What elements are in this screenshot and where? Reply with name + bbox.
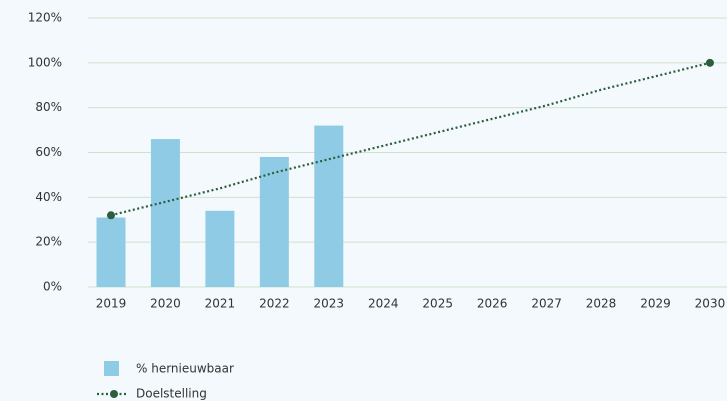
x-tick-label: 2021: [205, 297, 236, 311]
x-tick-label: 2026: [477, 297, 508, 311]
y-tick-label: 60%: [35, 145, 62, 159]
legend-label: % hernieuwbaar: [136, 362, 234, 376]
y-tick-label: 80%: [35, 100, 62, 114]
legend-marker: [110, 390, 118, 398]
y-tick-label: 0%: [43, 280, 62, 294]
legend-label: Doelstelling: [136, 387, 207, 401]
x-tick-label: 2025: [422, 297, 453, 311]
x-tick-label: 2023: [314, 297, 345, 311]
y-tick-label: 120%: [28, 11, 62, 25]
x-tick-label: 2029: [640, 297, 671, 311]
y-tick-label: 40%: [35, 190, 62, 204]
bar: [96, 217, 126, 287]
x-tick-label: 2022: [259, 297, 290, 311]
y-tick-label: 20%: [35, 235, 62, 249]
bar: [314, 125, 344, 287]
target-marker: [107, 211, 115, 220]
x-tick-label: 2024: [368, 297, 399, 311]
bar: [205, 210, 235, 287]
x-tick-label: 2020: [150, 297, 181, 311]
legend-swatch: [104, 361, 119, 376]
target-marker: [705, 58, 714, 67]
bar: [259, 156, 289, 287]
target-line: [110, 61, 711, 217]
x-tick-label: 2030: [695, 297, 726, 311]
x-tick-label: 2028: [586, 297, 617, 311]
x-tick-label: 2027: [531, 297, 562, 311]
x-tick-label: 2019: [96, 297, 127, 311]
y-tick-label: 100%: [28, 55, 62, 69]
bar: [150, 139, 180, 287]
